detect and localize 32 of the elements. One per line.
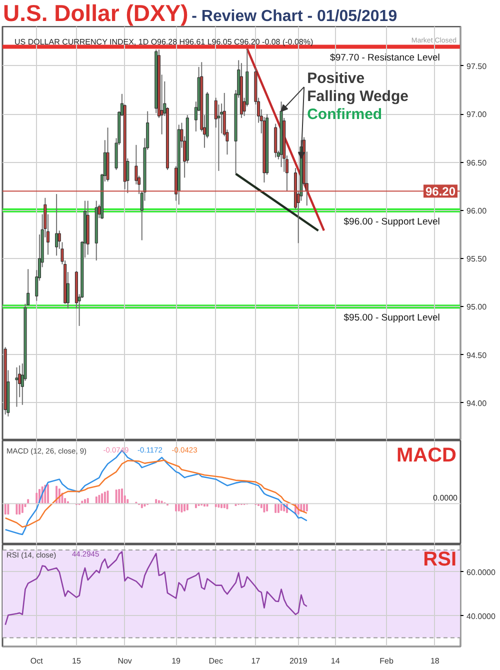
x-tick-label: Dec [208,656,223,666]
x-tick-label: 19 [172,656,182,666]
x-tick-label: Oct [30,656,44,666]
x-tick-label: Nov [118,656,132,666]
y-tick-label: 94.00 [466,398,488,408]
ref-line-label: 96.20 [425,184,456,199]
x-tick-label: 14 [330,656,340,666]
ref-line-label: $96.00 - Support Level [344,216,440,228]
chart-subtitle: - Review Chart - 01/05/2019 [192,8,398,25]
y-tick-label: 96.50 [466,158,488,168]
ref-line-label: $97.70 - Resistance Level [330,52,440,64]
x-tick-label: 17 [251,656,261,666]
y-tick-label: 97.50 [466,62,488,71]
chart-title: MACD [396,444,457,466]
y-tick-label: 96.00 [466,206,488,216]
x-tick-label: Feb [380,656,394,666]
annotation: Confirmed [307,106,382,123]
y-tick-label: 40.0000 [466,612,496,621]
annotation: US DOLLAR CURRENCY INDEX, 1D O96.28 H96.61 L96.05 C96.20 -0.08 (-0.08%) [14,38,314,46]
x-tick-label: 15 [72,656,82,666]
ref-line-label: $95.00 - Support Level [344,312,440,324]
y-tick-label: 95.50 [466,254,488,264]
chart-title: U.S. Dollar (DXY) [3,0,188,26]
x-tick-label: 18 [430,656,440,666]
y-tick-label: 60.0000 [466,568,496,577]
y-tick-label: 97.00 [466,110,488,120]
y-tick-label: 94.50 [466,350,488,360]
ref-line-label: 0.0000 [433,494,458,503]
chart-title: RSI [423,548,457,570]
y-tick-label: 95.00 [466,302,488,312]
x-tick-label: 2019 [289,656,308,666]
annotation: Positive Falling Wedge [307,70,408,105]
